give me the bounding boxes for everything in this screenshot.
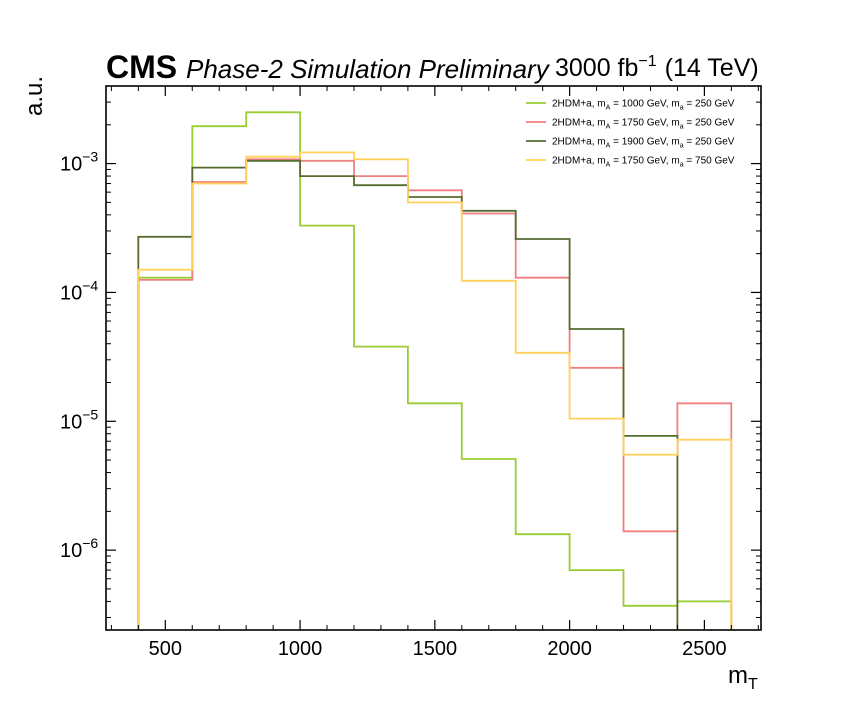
legend-label-4: 2HDM+a, mA = 1750 GeV, ma = 750 GeV [552,156,735,169]
series-line-2 [137,158,733,630]
x-axis-title: mT [728,662,758,693]
status-label: Phase-2 Simulation Preliminary [186,54,551,84]
energy-label: (14 TeV) [665,54,759,82]
y-tick-label: 10−6 [60,535,98,562]
lumi-exponent: −1 [638,53,656,70]
legend: 2HDM+a, mA = 1000 GeV, ma = 250 GeV 2HDM+… [526,99,735,169]
y-tick-label: 10−4 [60,277,98,304]
x-tick-label: 2500 [682,638,727,660]
x-tick-label: 2000 [547,638,592,660]
x-axis-title-main: m [728,662,748,689]
legend-label-2: 2HDM+a, mA = 1750 GeV, ma = 250 GeV [552,118,735,131]
lumi-value: 3000 fb [555,54,638,82]
tick-labels: 500 1000 1500 2000 2500 10−3 10−4 10−5 10−6 [60,149,727,660]
x-tick-label: 1000 [278,638,323,660]
x-axis-title-sub: T [748,676,758,693]
chart-header: CMS Phase-2 Simulation Preliminary 3000 … [106,49,759,85]
legend-label-3: 2HDM+a, mA = 1900 GeV, ma = 250 GeV [552,137,735,150]
axis-ticks [106,85,761,630]
series-line-1 [137,111,733,630]
series-line-4 [137,151,733,630]
legend-label-1: 2HDM+a, mA = 1000 GeV, ma = 250 GeV [552,99,735,112]
plot-frame [105,85,762,631]
y-axis-title: a.u. [21,76,48,116]
series-group [137,111,733,630]
y-tick-label: 10−5 [60,406,98,433]
y-tick-label: 10−3 [60,149,98,176]
x-tick-label: 1500 [413,638,458,660]
x-tick-label: 500 [149,638,182,660]
experiment-label: CMS [106,49,177,85]
lumi-label: 3000 fb−1 (14 TeV) [555,53,759,82]
